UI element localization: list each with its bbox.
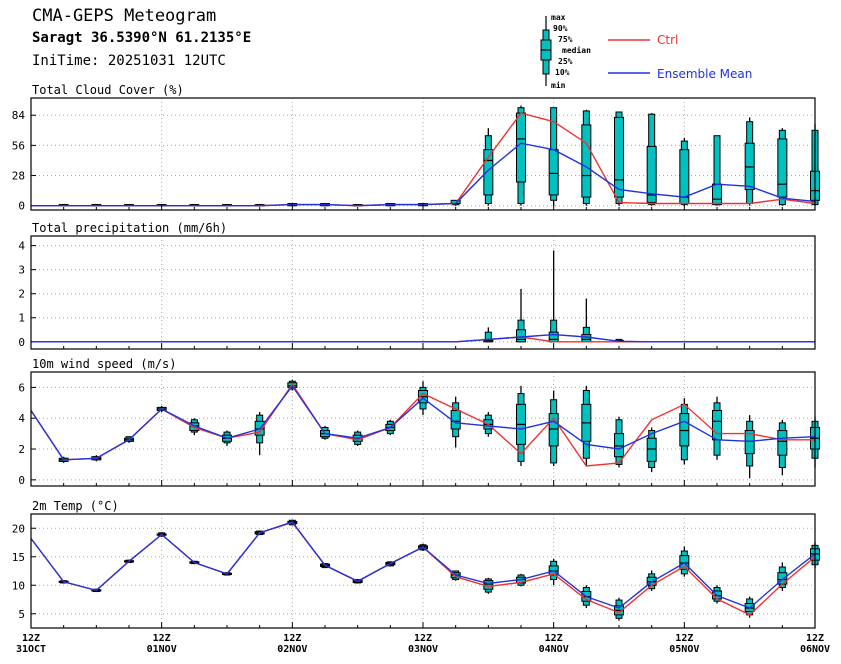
box-42h — [254, 412, 265, 456]
box-96h — [548, 250, 559, 343]
box-132h — [744, 415, 755, 479]
x-tick-label-date: 02NOV — [277, 644, 307, 655]
ensemble-mean-line — [31, 333, 815, 343]
box-108h — [614, 416, 624, 468]
x-tick-label-time: 12Z — [283, 633, 301, 644]
x-tick-label-time: 12Z — [414, 633, 432, 644]
legend-label-75pct: 75% — [558, 35, 573, 44]
y-tick-label: 84 — [12, 109, 26, 122]
chart-title: CMA-GEPS Meteogram — [32, 6, 217, 26]
box-p25-p75 — [646, 437, 657, 462]
legend-label-median: median — [562, 45, 591, 55]
box-p25-p75 — [189, 422, 200, 432]
ctrl-line — [31, 336, 815, 343]
legend-ctrl-label: Ctrl — [657, 33, 678, 47]
box-90h — [516, 288, 526, 343]
box-p25-p75 — [679, 413, 690, 447]
box-p25-p75 — [548, 149, 559, 196]
box-p25-p75 — [712, 183, 722, 206]
box-p25-p75 — [548, 413, 559, 447]
box-96h — [548, 390, 559, 466]
box-p25-p75 — [516, 112, 526, 183]
box-126h — [712, 396, 722, 460]
y-tick-label: 10 — [12, 579, 25, 592]
x-tick-label-date: 04NOV — [539, 644, 569, 655]
y-tick-label: 56 — [12, 139, 25, 152]
box-138h — [777, 419, 788, 476]
x-tick-label-time: 12Z — [675, 633, 693, 644]
legend-mean-label: Ensemble Mean — [657, 67, 752, 81]
y-tick-label: 0 — [18, 200, 25, 213]
box-p25-p75 — [744, 430, 755, 455]
box-132h — [744, 117, 755, 206]
y-tick-label: 4 — [18, 412, 25, 425]
x-axis: 12Z31OCT12Z01NOV12Z02NOV12Z03NOV12Z04NOV… — [16, 633, 830, 655]
y-tick-label: 3 — [18, 264, 25, 277]
x-tick-label-date: 03NOV — [408, 644, 438, 655]
box-p25-p75 — [548, 331, 559, 343]
box-90h — [516, 105, 526, 206]
panel-2: Total precipitation (mm/6h) 0 1 2 3 4 — [18, 221, 816, 350]
box-114h — [646, 427, 657, 473]
x-tick-label-time: 12Z — [153, 633, 171, 644]
box-102h — [581, 385, 592, 466]
box-p25-p75 — [483, 149, 494, 196]
y-tick-label: 0 — [18, 336, 25, 349]
box-120h — [679, 546, 690, 577]
box-114h — [646, 113, 657, 206]
y-tick-label: 2 — [18, 443, 25, 456]
x-tick-label-date: 31OCT — [16, 644, 46, 655]
y-tick-label: 2 — [18, 288, 25, 301]
box-126h — [712, 135, 722, 206]
y-tick-label: 5 — [18, 608, 25, 621]
x-tick-label-time: 12Z — [22, 633, 40, 644]
panel-title: 2m Temp (°C) — [32, 499, 119, 513]
y-tick-label: 15 — [12, 551, 25, 564]
y-tick-label: 0 — [18, 474, 25, 487]
panel-3: 10m wind speed (m/s) 0 2 4 6 — [18, 357, 820, 487]
box-102h — [581, 109, 592, 206]
y-tick-label: 1 — [18, 312, 25, 325]
panel-title: Total Cloud Cover (%) — [32, 83, 184, 97]
box-p25-p75 — [646, 145, 657, 203]
x-tick-label-date: 01NOV — [147, 644, 177, 655]
station-location: Saragt 36.5390°N 61.2135°E — [32, 30, 252, 46]
init-time: IniTime: 20251031 12UTC — [32, 53, 226, 69]
y-tick-label: 6 — [18, 381, 25, 394]
panel-title: 10m wind speed (m/s) — [32, 357, 177, 371]
box-p25-p75 — [516, 329, 526, 343]
box-138h — [777, 128, 788, 206]
box-p25-p75 — [777, 138, 788, 198]
box-p25-p75 — [614, 433, 624, 458]
panel-title: Total precipitation (mm/6h) — [32, 221, 227, 235]
legend-label-max: max — [551, 13, 566, 22]
y-tick-label: 28 — [12, 170, 25, 183]
legend-label-min: min — [551, 80, 566, 90]
legend-label-90pct: 90% — [553, 24, 568, 33]
ensemble-mean-line — [30, 521, 816, 609]
y-tick-label: 20 — [12, 522, 25, 535]
y-tick-label: 4 — [18, 240, 25, 253]
ctrl-line — [30, 521, 816, 616]
x-tick-label-date: 06NOV — [800, 644, 830, 655]
legend-label-10pct: 10% — [555, 68, 570, 77]
panel-4: 2m Temp (°C) 5 10 15 20 — [12, 499, 820, 629]
legend-label-25pct: 25% — [558, 57, 573, 66]
chart-legend: max 90% 75%median 25% 10% min Ctrl Ensemble Mea… — [540, 13, 752, 90]
box-108h — [614, 111, 624, 206]
ensemble-mean-line — [30, 384, 816, 461]
x-tick-label-date: 05NOV — [669, 644, 699, 655]
box-p25-p75 — [581, 124, 592, 198]
panel-1: Total Cloud Cover (%) 0 28 56 84 — [12, 83, 820, 213]
box-p25-p75 — [777, 430, 788, 456]
x-tick-label-time: 12Z — [806, 633, 824, 644]
box-p25-p75 — [712, 410, 722, 441]
box-p25-p75 — [614, 116, 624, 198]
x-tick-label-time: 12Z — [545, 633, 563, 644]
box-p25-p75 — [581, 334, 592, 343]
box-102h — [581, 298, 592, 343]
